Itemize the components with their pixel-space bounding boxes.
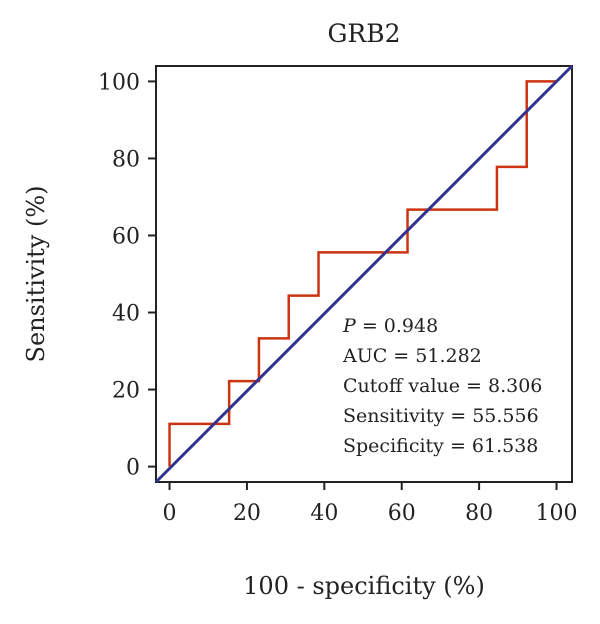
- y-tick-label: 100: [98, 70, 140, 95]
- p-value-annotation: P = 0.948: [342, 315, 438, 337]
- series-layer: [154, 64, 574, 484]
- x-axis: 0 20 40 60 80 100: [163, 482, 578, 526]
- y-tick-label: 0: [126, 456, 140, 481]
- x-tick-label: 60: [388, 501, 416, 526]
- x-tick-label: 80: [465, 501, 493, 526]
- stats-annotation: P = 0.948 AUC = 51.282 Cutoff value = 8.…: [342, 315, 542, 457]
- x-axis-label: 100 - specificity (%): [243, 572, 485, 600]
- x-tick-label: 100: [536, 501, 578, 526]
- y-axis: 0 20 40 60 80 100: [98, 70, 156, 481]
- cutoff-annotation: Cutoff value = 8.306: [343, 375, 542, 397]
- p-symbol: P: [342, 315, 357, 337]
- x-tick-label: 0: [163, 501, 177, 526]
- x-tick-label: 20: [233, 501, 261, 526]
- y-axis-label: Sensitivity (%): [22, 185, 50, 362]
- auc-annotation: AUC = 51.282: [342, 345, 482, 367]
- y-tick-label: 80: [112, 147, 140, 172]
- y-tick-label: 40: [112, 302, 140, 327]
- specificity-annotation: Specificity = 61.538: [343, 435, 538, 457]
- x-tick-label: 40: [310, 501, 338, 526]
- roc-curve-line: [168, 80, 557, 467]
- p-value: = 0.948: [356, 315, 438, 337]
- reference-diagonal-line: [154, 64, 574, 484]
- y-tick-label: 60: [112, 224, 140, 249]
- y-tick-label: 20: [112, 379, 140, 404]
- chart-title: GRB2: [327, 19, 400, 48]
- plot-frame: [155, 65, 573, 483]
- sensitivity-annotation: Sensitivity = 55.556: [343, 405, 539, 427]
